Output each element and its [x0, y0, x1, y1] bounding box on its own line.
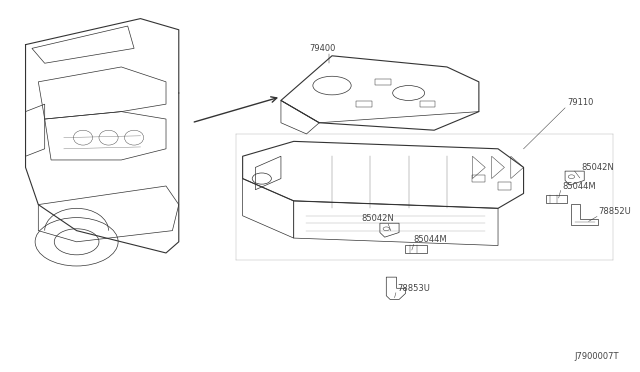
Text: 85044M: 85044M	[562, 182, 595, 190]
Text: 79110: 79110	[567, 98, 593, 107]
Bar	[356, 101, 372, 107]
Text: 79400: 79400	[309, 44, 335, 53]
Bar	[420, 101, 435, 107]
Bar	[376, 79, 391, 85]
Text: J7900007T: J7900007T	[575, 352, 620, 361]
Bar	[472, 175, 485, 182]
Bar	[406, 245, 426, 253]
Bar	[546, 195, 567, 203]
Bar	[498, 182, 511, 190]
Text: 78852U: 78852U	[598, 207, 631, 216]
Text: 85044M: 85044M	[413, 235, 447, 244]
Text: 85042N: 85042N	[362, 214, 394, 223]
Text: 78853U: 78853U	[398, 284, 431, 293]
Text: 85042N: 85042N	[581, 163, 614, 172]
